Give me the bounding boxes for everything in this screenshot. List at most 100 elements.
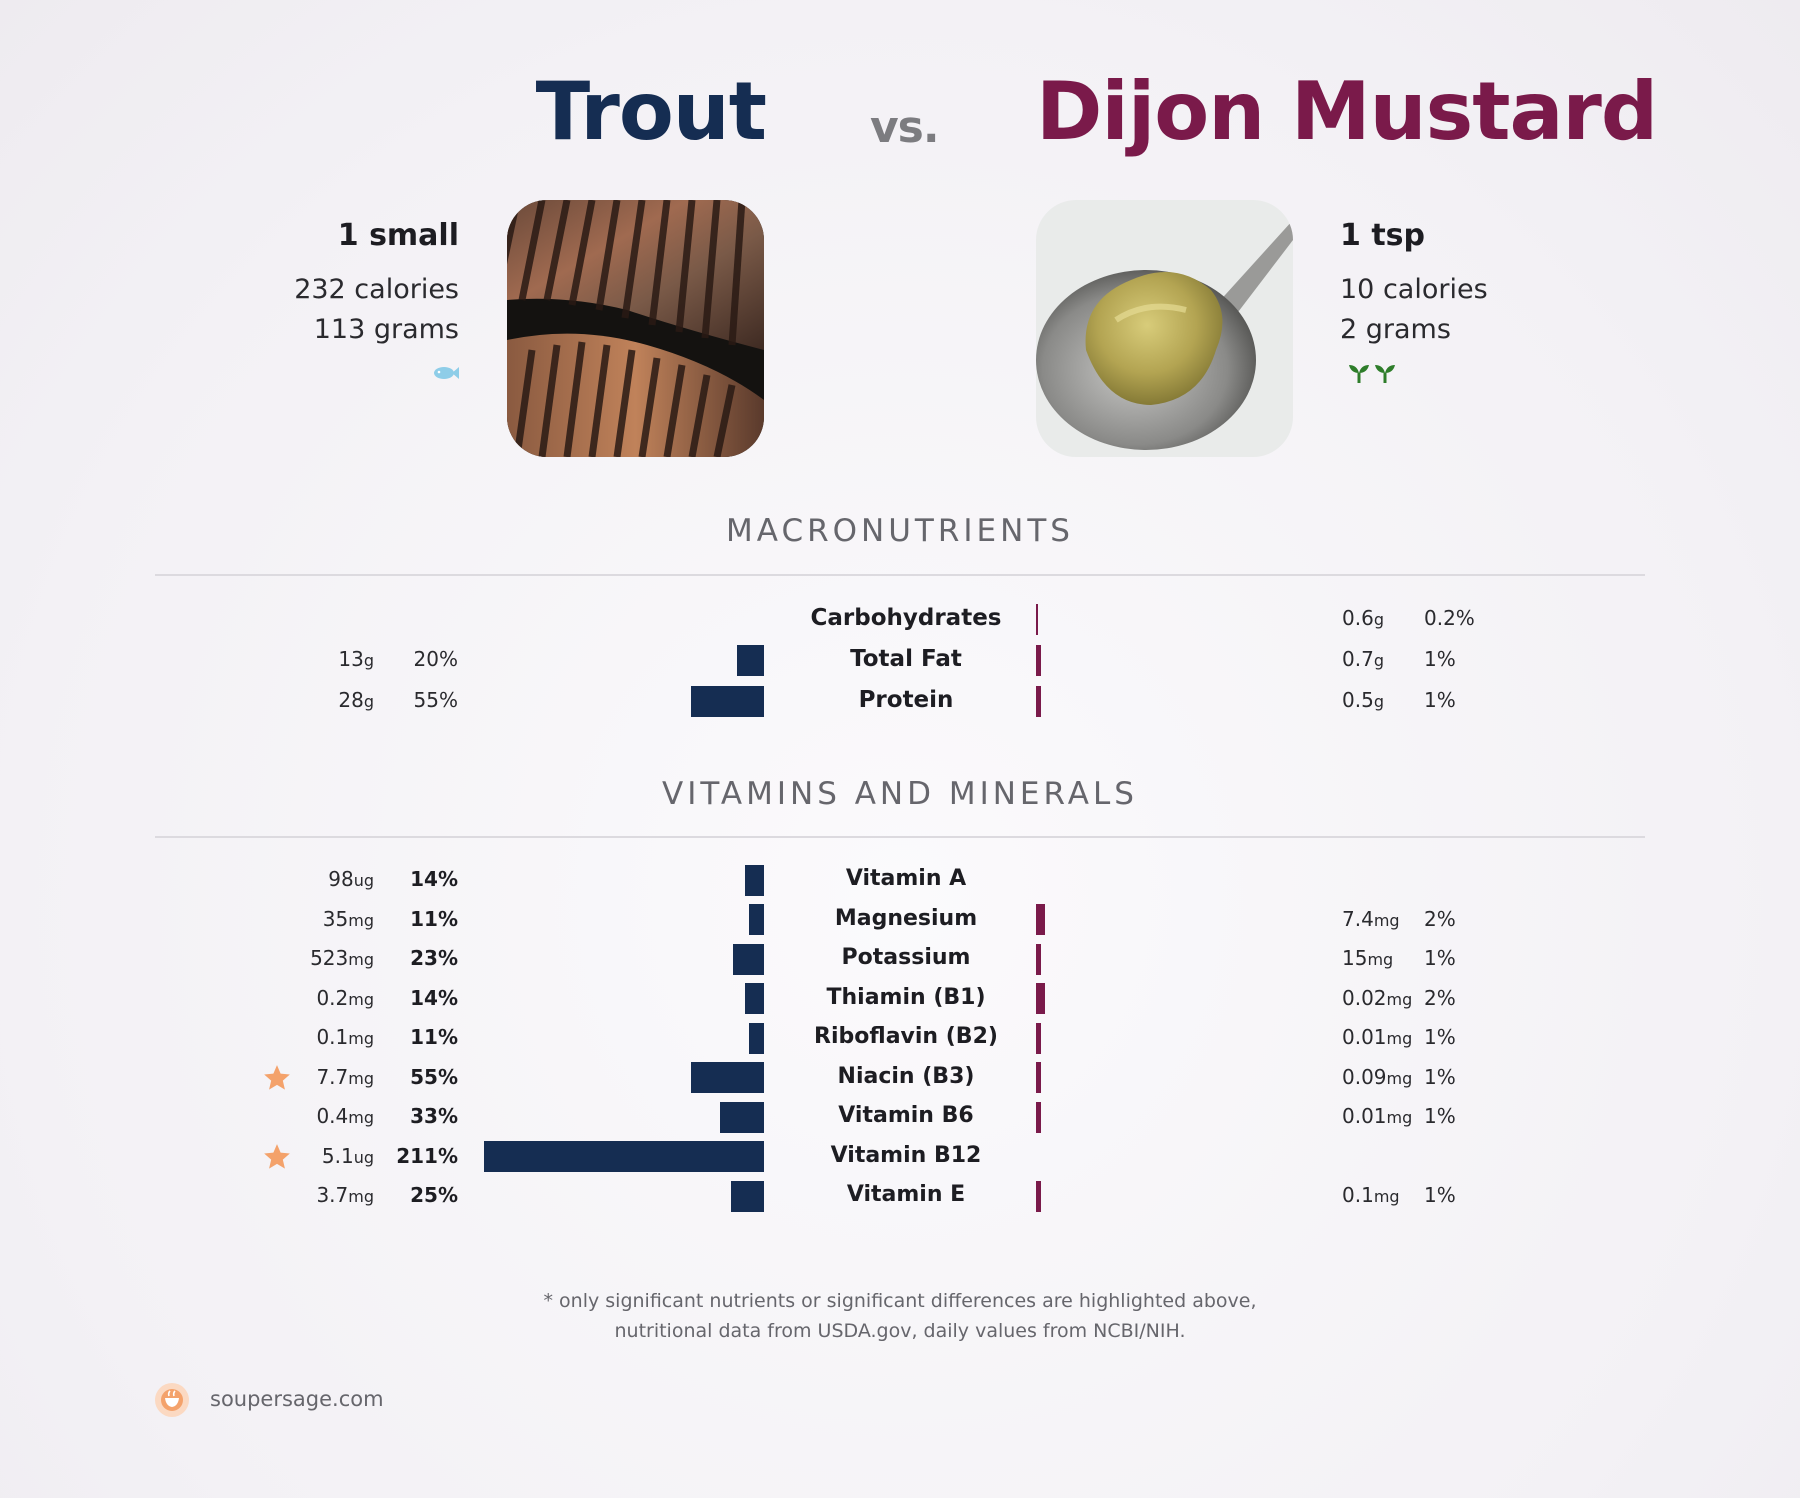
dijon-amount: 0.6g	[1342, 606, 1384, 630]
trout-amount: 35mg	[323, 907, 374, 931]
trout-percent: 14%	[410, 985, 458, 1010]
dijon-percent: 2%	[1424, 906, 1456, 931]
trout-amount-unit: mg	[348, 1187, 374, 1206]
trout-bar	[733, 943, 764, 975]
trout-amount-amount: 5.1	[321, 1143, 354, 1168]
dijon-amount-unit: mg	[1373, 1187, 1400, 1206]
sprout-icon	[1349, 365, 1369, 383]
footnote-line-1: * only significant nutrients or signific…	[543, 1290, 1257, 1312]
trout-amount-unit: mg	[348, 989, 374, 1009]
trout-bar	[745, 983, 764, 1014]
trout-bar	[691, 685, 764, 717]
dijon-amount-amount: 0.01	[1342, 1025, 1387, 1049]
trout-amount-unit: mg	[348, 910, 374, 930]
trout-amount-amount: 98	[328, 867, 354, 891]
dijon-bar	[1036, 1062, 1041, 1093]
dijon-amount-amount: 0.1	[1342, 1183, 1374, 1207]
dijon-amount: 0.02mg	[1342, 986, 1412, 1010]
footnote-line-2: nutritional data from USDA.gov, daily va…	[614, 1320, 1186, 1342]
trout-amount-unit: mg	[348, 950, 374, 969]
trout-bar	[730, 1180, 764, 1212]
trout-amount-amount: 0.2	[316, 985, 349, 1010]
dijon-amount-amount: 0.02	[1342, 985, 1387, 1010]
trout-percent: 211%	[396, 1143, 458, 1168]
trout-amount-unit: mg	[348, 1068, 374, 1088]
nutrient-label: Vitamin E	[846, 1182, 966, 1207]
dijon-percent: 1%	[1424, 1064, 1456, 1089]
dijon-percent: 1%	[1424, 647, 1456, 671]
dijon-percent: 1%	[1424, 1025, 1456, 1049]
dijon-amount-unit: mg	[1386, 1108, 1413, 1127]
dijon-percent: 1%	[1424, 1104, 1456, 1128]
trout-amount-amount: 3.7	[316, 1183, 349, 1207]
dijon-amount: 0.09mg	[1342, 1065, 1412, 1089]
dijon-amount: 7.4mg	[1342, 907, 1400, 931]
dijon-amount: 15mg	[1342, 946, 1393, 970]
trout-bar	[484, 1141, 764, 1172]
dijon-bar	[1036, 904, 1045, 935]
dijon-bar	[1036, 1101, 1041, 1133]
trout-amount-amount: 0.1	[316, 1025, 349, 1049]
dijon-amount-unit: mg	[1373, 910, 1400, 930]
nutrient-label: Protein	[858, 687, 954, 713]
trout-bar	[749, 1022, 764, 1054]
trout-bar	[720, 1101, 764, 1133]
dijon-amount: 0.01mg	[1342, 1104, 1412, 1128]
nutrient-label: Thiamin (B1)	[826, 984, 986, 1010]
food-a-calories: 232 calories	[294, 274, 459, 305]
dijon-percent: 1%	[1424, 946, 1456, 970]
star-icon	[264, 1064, 290, 1090]
dijon-amount-amount: 0.6	[1342, 606, 1374, 630]
dijon-bar	[1036, 1180, 1041, 1212]
vitamins-divider	[155, 836, 1645, 838]
dijon-percent: 1%	[1424, 1183, 1456, 1207]
soupersage-logo-icon	[155, 1383, 189, 1417]
trout-amount-amount: 7.7	[316, 1064, 349, 1089]
trout-amount: 5.1ug	[322, 1144, 374, 1168]
trout-amount: 0.2mg	[316, 986, 374, 1010]
dijon-bar	[1036, 1022, 1041, 1054]
dijon-amount-amount: 15	[1342, 946, 1368, 970]
dijon-bar	[1036, 943, 1041, 975]
trout-percent: 20%	[413, 647, 458, 671]
trout-amount-amount: 28	[338, 688, 364, 712]
dijon-amount-amount: 7.4	[1342, 906, 1374, 931]
dijon-amount-amount: 0.09	[1342, 1064, 1387, 1089]
trout-amount-amount: 13	[338, 647, 364, 671]
food-b-title: Dijon Mustard	[1036, 65, 1658, 158]
fish-icon	[434, 367, 459, 379]
nutrient-label: Vitamin B6	[838, 1103, 974, 1128]
trout-amount: 7.7mg	[316, 1065, 374, 1089]
trout-bar	[749, 904, 764, 935]
macronutrients-divider	[155, 574, 1645, 576]
trout-percent: 11%	[410, 1025, 458, 1049]
trout-amount: 28g	[338, 688, 374, 712]
dijon-amount-unit: mg	[1386, 1068, 1413, 1088]
dijon-amount-unit: g	[1373, 651, 1384, 670]
footnote: * only significant nutrients or signific…	[0, 1286, 1800, 1346]
trout-amount-unit: mg	[348, 1029, 374, 1048]
dijon-bar	[1036, 644, 1041, 676]
trout-percent: 14%	[410, 867, 458, 891]
food-b-serving: 1 tsp	[1340, 218, 1425, 253]
trout-bar	[691, 1062, 764, 1093]
trout-amount-unit: ug	[353, 1147, 374, 1167]
dijon-percent: 0.2%	[1424, 606, 1475, 630]
food-a-serving: 1 small	[337, 218, 459, 253]
dijon-bar	[1036, 983, 1045, 1014]
dijon-amount-unit: mg	[1386, 989, 1413, 1009]
nutrient-label: Potassium	[841, 945, 971, 970]
brand-name[interactable]: soupersage.com	[210, 1387, 384, 1411]
nutrient-label: Niacin (B3)	[837, 1063, 975, 1089]
dijon-amount-amount: 0.01	[1342, 1104, 1387, 1128]
vs-label: vs.	[870, 102, 940, 153]
dijon-percent: 1%	[1424, 688, 1456, 712]
star-icon	[264, 1143, 290, 1169]
nutrient-label: Magnesium	[834, 905, 978, 931]
nutrient-label: Vitamin A	[845, 866, 967, 891]
trout-amount-amount: 0.4	[316, 1104, 349, 1128]
nutrient-label: Vitamin B12	[830, 1142, 982, 1168]
nutrient-label: Riboflavin (B2)	[814, 1024, 998, 1049]
food-b-calories: 10 calories	[1340, 274, 1488, 305]
dijon-amount-amount: 0.5	[1342, 688, 1374, 712]
